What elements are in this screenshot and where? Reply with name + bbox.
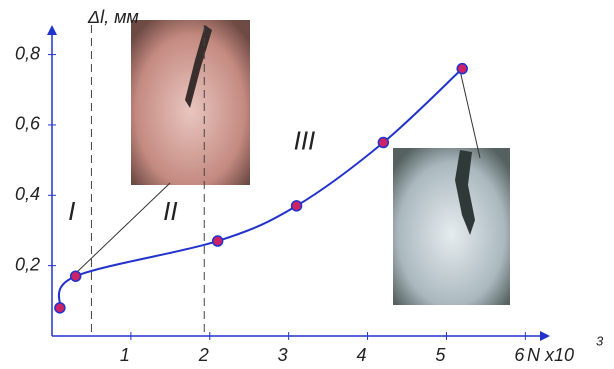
y-tick-label: 0,4 — [15, 184, 40, 204]
photo-inset — [393, 148, 510, 305]
x-tick-label: 3 — [278, 345, 288, 365]
x-tick-label: 2 — [198, 345, 209, 365]
crack — [455, 150, 475, 235]
connector — [75, 182, 171, 274]
x-tick-label: 5 — [435, 345, 446, 365]
x-axis-label: N x10 — [527, 345, 574, 365]
region-label: III — [294, 125, 316, 155]
x-tick-label: 1 — [120, 345, 130, 365]
x-axis-exponent: 3 — [596, 333, 604, 348]
point — [456, 62, 468, 75]
y-tick-label: 0,8 — [15, 43, 40, 63]
x-arrow — [540, 331, 550, 341]
x-tick-label: 6 — [514, 345, 525, 365]
region-label: I — [68, 196, 75, 226]
y-tick-label: 0,6 — [15, 114, 41, 134]
point — [69, 270, 82, 282]
y-axis-label: Δl, мм — [87, 7, 139, 27]
y-arrow — [47, 25, 57, 35]
x-tick-label: 4 — [357, 345, 367, 365]
connector — [458, 65, 481, 159]
point — [290, 200, 303, 212]
point — [54, 302, 66, 314]
point — [211, 235, 224, 247]
region-label: II — [163, 196, 177, 226]
y-tick-label: 0,2 — [15, 254, 40, 274]
crack — [185, 25, 212, 108]
point — [377, 136, 390, 149]
